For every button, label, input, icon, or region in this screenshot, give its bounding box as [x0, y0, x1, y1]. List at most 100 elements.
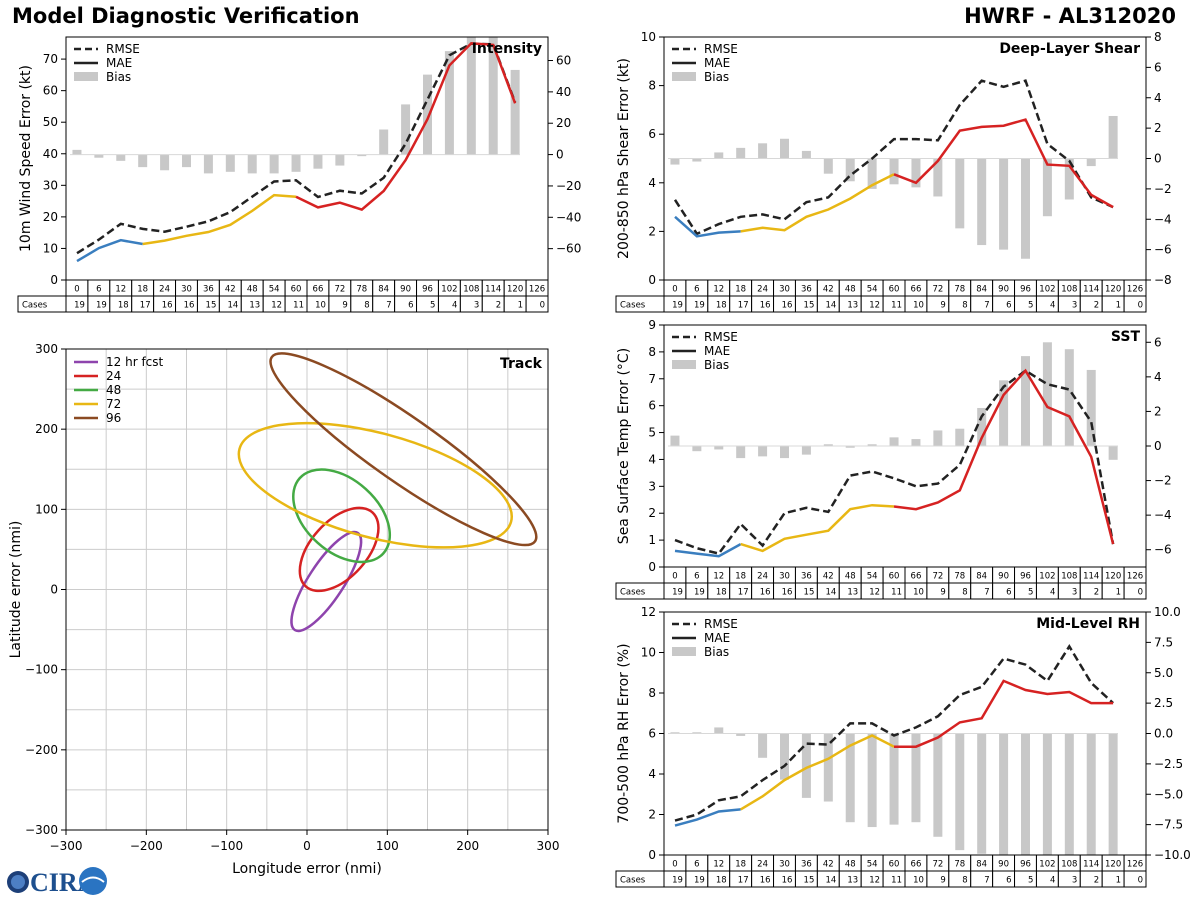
hour-label: 102 — [441, 285, 457, 295]
bias-bar — [977, 733, 987, 854]
case-count: 12 — [869, 588, 880, 598]
y2-tick-label: 0 — [1154, 439, 1162, 453]
bias-bar — [138, 154, 148, 168]
y-tick-label: 70 — [43, 52, 58, 66]
hour-label: 42 — [823, 860, 834, 870]
mae-line-segment — [740, 734, 895, 811]
hour-label: 66 — [313, 285, 324, 295]
bias-bar — [758, 143, 768, 159]
y-tick-label: 4 — [648, 767, 656, 781]
case-count: 11 — [891, 301, 902, 311]
hour-label: 12 — [713, 572, 724, 582]
bias-bar — [488, 37, 498, 155]
case-count: 9 — [940, 301, 945, 311]
hour-label: 0 — [672, 860, 677, 870]
hour-label: 72 — [334, 285, 345, 295]
hour-label: 12 — [713, 860, 724, 870]
case-count: 17 — [738, 876, 749, 886]
hour-label: 48 — [845, 572, 856, 582]
bias-bar — [335, 154, 345, 166]
hour-label: 24 — [757, 860, 768, 870]
legend-bias-label: Bias — [704, 70, 729, 84]
hour-label: 108 — [1061, 860, 1077, 870]
y-tick-label: 7 — [648, 372, 656, 386]
y-axis-label: Latitude error (nmi) — [8, 521, 24, 659]
case-count: 11 — [891, 876, 902, 886]
case-count: 0 — [1138, 588, 1143, 598]
case-count: 16 — [162, 301, 173, 311]
legend-bias-swatch — [672, 72, 696, 81]
case-count: 16 — [782, 876, 793, 886]
case-count: 3 — [1072, 301, 1077, 311]
y2-tick-label: −6 — [1154, 243, 1172, 257]
y2-tick-label: 5.0 — [1154, 666, 1173, 680]
case-count: 6 — [1006, 301, 1011, 311]
y2-tick-label: 2.5 — [1154, 696, 1173, 710]
y2-tick-label: −4 — [1154, 212, 1172, 226]
legend-bias-swatch — [74, 72, 98, 81]
bias-bar — [845, 158, 855, 182]
case-count: 7 — [984, 876, 989, 886]
mae-line-segment — [894, 679, 1114, 748]
x-axis-label: Longitude error (nmi) — [232, 861, 382, 877]
y-tick-label: −300 — [25, 823, 58, 837]
hour-label: 60 — [291, 285, 302, 295]
error-ellipse — [237, 421, 513, 549]
panel-title: Track — [500, 356, 543, 372]
case-count: 18 — [716, 876, 727, 886]
bias-bar — [911, 158, 921, 188]
hour-label: 96 — [422, 285, 433, 295]
case-count: 19 — [74, 301, 85, 311]
hour-label: 54 — [867, 285, 878, 295]
y-tick-label: 12 — [641, 605, 656, 619]
hour-label: 84 — [976, 285, 987, 295]
x-tick-label: −200 — [130, 839, 163, 853]
bias-bar — [1086, 158, 1096, 167]
bias-bar — [692, 158, 702, 162]
y2-tick-label: 2 — [1154, 404, 1162, 418]
bias-bar — [823, 158, 833, 174]
hour-label: 72 — [932, 572, 943, 582]
bias-bar — [801, 733, 811, 798]
case-count: 17 — [140, 301, 151, 311]
y-tick-label: 2 — [648, 808, 656, 822]
hour-label: 18 — [137, 285, 148, 295]
hour-label: 96 — [1020, 860, 1031, 870]
y-axis-label: 200-850 hPa Shear Error (kt) — [616, 58, 632, 259]
hour-label: 72 — [932, 285, 943, 295]
mae-line-segment — [740, 503, 895, 553]
error-ellipse — [290, 530, 363, 633]
bias-bar — [1108, 733, 1118, 869]
x-tick-label: 200 — [456, 839, 479, 853]
case-count: 19 — [96, 301, 107, 311]
y-tick-label: −200 — [25, 743, 58, 757]
hour-label: 48 — [247, 285, 258, 295]
y2-tick-label: 6 — [1154, 335, 1162, 349]
y-tick-label: 1 — [648, 533, 656, 547]
hour-label: 102 — [1039, 572, 1055, 582]
case-count: 15 — [804, 588, 815, 598]
y2-tick-label: 4 — [1154, 370, 1162, 384]
y-tick-label: 5 — [648, 426, 656, 440]
case-count: 2 — [496, 301, 501, 311]
bias-bar — [801, 446, 811, 455]
case-count: 19 — [694, 301, 705, 311]
legend-mae-label: MAE — [704, 56, 730, 70]
case-count: 8 — [364, 301, 369, 311]
panel-title: Intensity — [472, 41, 542, 57]
legend-mae-label: MAE — [704, 631, 730, 645]
cases-table: Cases01961912181817241630163615421448135… — [615, 279, 1147, 313]
hour-label: 30 — [779, 860, 790, 870]
hour-label: 126 — [529, 285, 545, 295]
case-count: 5 — [1028, 588, 1033, 598]
hour-label: 96 — [1020, 285, 1031, 295]
cases-table: Cases01961912181817241630163615421448135… — [17, 279, 549, 313]
bias-bar — [72, 149, 82, 155]
case-count: 4 — [452, 301, 457, 311]
bias-bar — [823, 733, 833, 802]
